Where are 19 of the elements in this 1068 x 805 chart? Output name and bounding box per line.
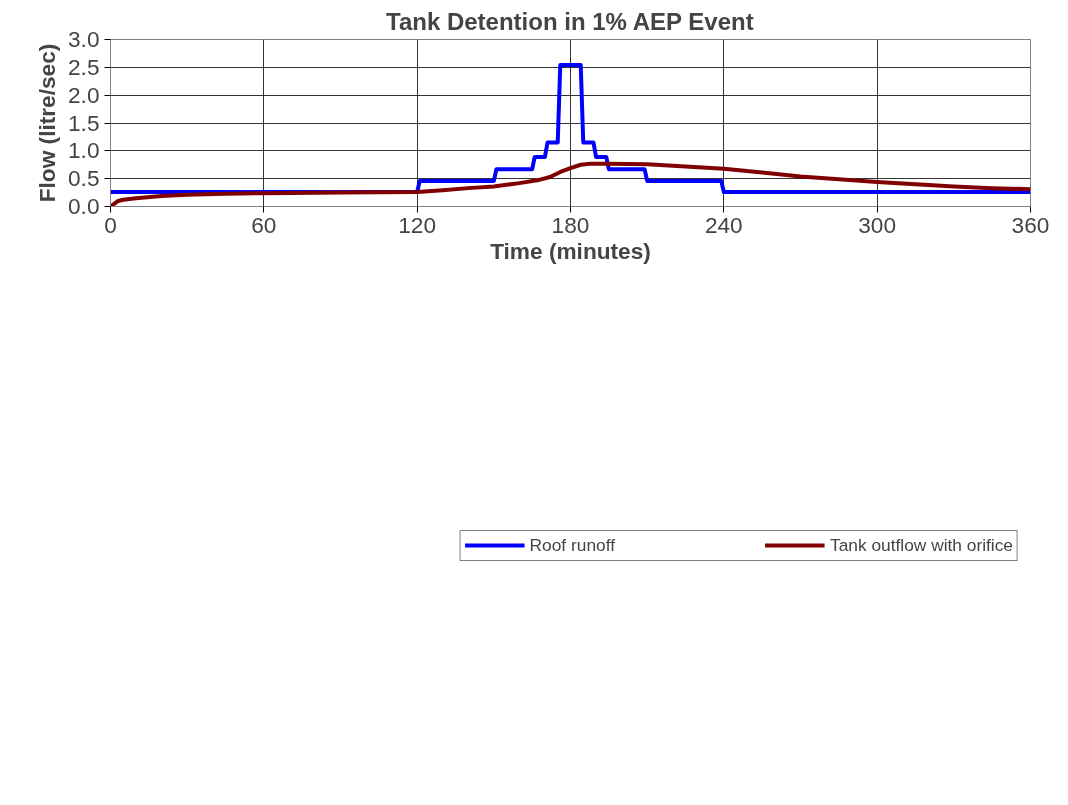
x-tick-label: 0 (104, 211, 117, 238)
chart-title: Tank Detention in 1% AEP Event (386, 7, 754, 35)
x-tick-label: 240 (704, 211, 743, 238)
y-tick-label: 0.5 (68, 165, 100, 192)
x-tick-label: 180 (551, 211, 590, 238)
x-tick-label: 360 (1011, 211, 1050, 238)
y-tick-label: 2.0 (68, 81, 100, 108)
x-axis-title: Time (minutes) (490, 237, 651, 264)
y-tick-label: 2.5 (68, 53, 100, 80)
y-tick-label: 1.5 (68, 109, 100, 136)
y-tick-label: 1.0 (68, 137, 100, 164)
x-tick-label: 300 (858, 211, 897, 238)
y-axis-title: Flow (litre/sec) (34, 43, 60, 203)
y-tick-label: 0.0 (68, 193, 100, 219)
x-tick-label: 120 (398, 211, 437, 238)
y-tick-label: 3.0 (68, 26, 100, 52)
x-tick-label: 60 (251, 211, 277, 238)
legend-label: Roof runoff (529, 534, 615, 556)
legend-label: Tank outflow with orifice (830, 534, 1013, 556)
